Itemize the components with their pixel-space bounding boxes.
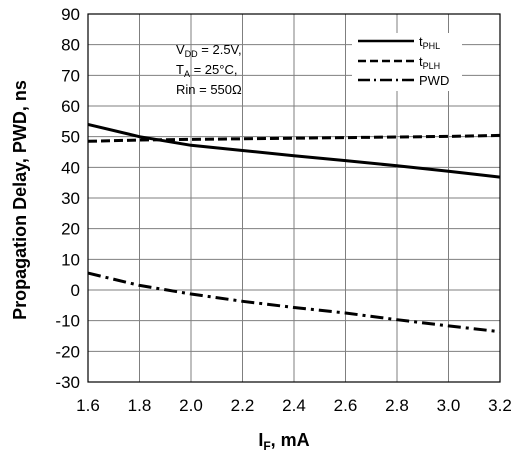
- legend-label-pwd: PWD: [419, 73, 449, 88]
- x-axis-title-sub: F: [263, 439, 270, 453]
- y-tick-labels: 90 80 70 60 50 40 30 20 10 0 -10 -20 -30: [55, 5, 80, 392]
- legend: tPHL tPLH PWD: [352, 33, 462, 91]
- y-tick-label: 50: [61, 128, 80, 147]
- x-tick-label: 2.4: [282, 396, 306, 415]
- x-axis-title: IF, mA: [258, 430, 309, 453]
- annotation-rin: Rin = 550Ω: [176, 82, 242, 97]
- y-tick-label: -10: [55, 312, 80, 331]
- x-tick-label: 1.8: [128, 396, 152, 415]
- y-tick-label: -20: [55, 342, 80, 361]
- y-tick-label: 0: [71, 281, 80, 300]
- y-axis-title: Propagation Delay, PWD, ns: [10, 80, 30, 320]
- y-tick-label: 80: [61, 36, 80, 55]
- x-axis-title-main: I: [258, 430, 263, 450]
- series-line-pwd: [87, 271, 501, 334]
- y-tick-label: -30: [55, 373, 80, 392]
- y-tick-label: 60: [61, 97, 80, 116]
- y-tick-label: 40: [61, 158, 80, 177]
- legend-label-tplh: tPLH: [419, 54, 440, 71]
- y-tick-label: 70: [61, 66, 80, 85]
- legend-label-tphl: tPHL: [419, 34, 440, 51]
- series-line-tplh: [87, 133, 501, 143]
- x-tick-label: 2.2: [231, 396, 255, 415]
- x-tick-label: 1.6: [76, 396, 100, 415]
- x-tick-label: 3.0: [437, 396, 461, 415]
- y-tick-label: 90: [61, 5, 80, 24]
- x-tick-label: 2.6: [334, 396, 358, 415]
- x-tick-label: 2.8: [385, 396, 409, 415]
- x-tick-label: 3.2: [488, 396, 512, 415]
- y-tick-label: 30: [61, 189, 80, 208]
- x-axis-title-unit: , mA: [271, 430, 310, 450]
- y-tick-label: 10: [61, 250, 80, 269]
- plot-frame: [87, 13, 501, 383]
- x-tick-label: 2.0: [179, 396, 203, 415]
- y-tick-label: 20: [61, 220, 80, 239]
- series-lines: [87, 122, 501, 334]
- conditions-annotation: VDD = 2.5V, TA = 25°C, Rin = 550Ω: [176, 42, 242, 97]
- annotation-vdd: VDD = 2.5V,: [176, 42, 242, 59]
- annotation-ta: TA = 25°C,: [176, 62, 237, 79]
- x-tick-labels: 1.6 1.8 2.0 2.2 2.4 2.6 2.8 3.0 3.2: [76, 396, 512, 415]
